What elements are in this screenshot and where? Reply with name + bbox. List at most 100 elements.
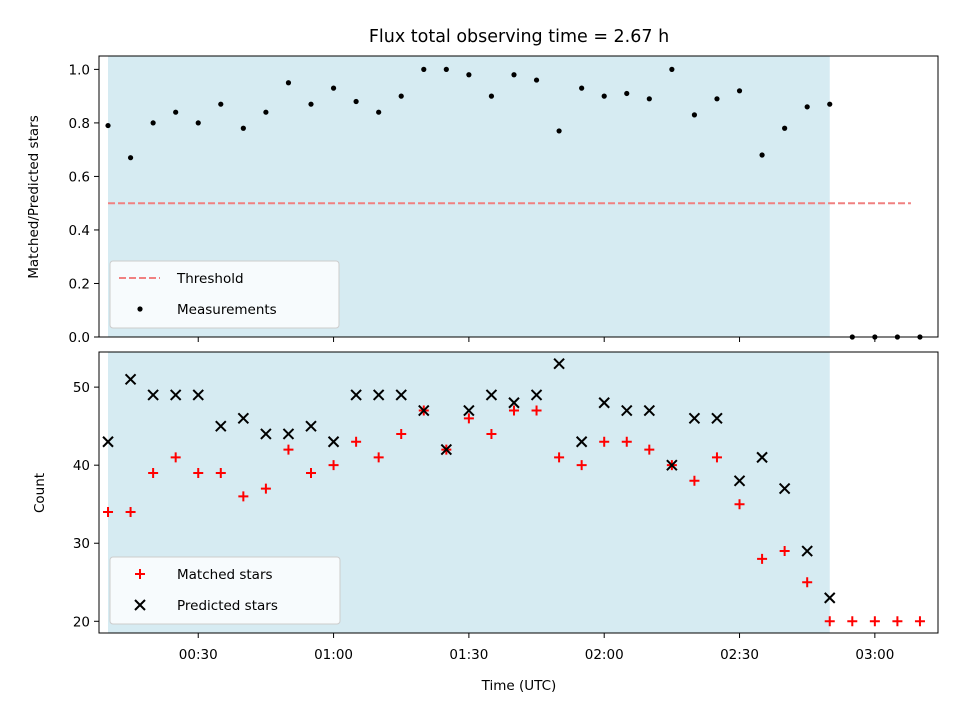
chart-title: Flux total observing time = 2.67 h: [369, 27, 669, 47]
measurement-point: [736, 88, 743, 94]
measurement-point: [804, 104, 810, 110]
measurement-point: [443, 66, 449, 72]
matched-star-point: [283, 444, 294, 455]
measurement-point: [646, 96, 652, 102]
matched-star-point: [621, 436, 632, 447]
x-tick-label: 00:30: [179, 647, 218, 663]
predicted-star-point: [102, 436, 114, 448]
predicted-star-point: [192, 389, 204, 401]
measurement-point: [556, 128, 562, 134]
predicted-star-point: [327, 436, 340, 448]
matched-star-point: [260, 483, 271, 494]
top-y-axis-label: Matched/Predicted stars: [26, 115, 42, 278]
x-tick-label: 01:00: [314, 647, 353, 663]
predicted-star-point: [688, 412, 701, 425]
y-tick-label: 0.2: [69, 276, 90, 292]
matched-star-point: [847, 616, 858, 627]
measurement-point: [240, 125, 246, 131]
matched-star-point: [689, 475, 700, 486]
measurement-point: [127, 155, 134, 161]
predicted-star-point: [598, 397, 610, 409]
axes-frame: [98, 351, 939, 634]
measurement-point: [353, 98, 359, 105]
measurement-point: [263, 109, 269, 115]
measurement-point: [308, 101, 314, 107]
measurement-point: [376, 109, 382, 115]
matched-star-point: [170, 452, 181, 463]
measurement-point: [511, 72, 517, 78]
predicted-star-point: [282, 428, 295, 440]
measurement-point: [714, 96, 720, 102]
predicted-star-point: [169, 389, 182, 401]
y-tick-label: 0.4: [69, 223, 90, 239]
matched-star-point: [531, 405, 542, 416]
predicted-star-point: [733, 475, 746, 487]
matched-star-point: [373, 452, 384, 463]
measurement-point: [782, 125, 788, 131]
y-tick-label: 40: [73, 458, 90, 474]
predicted-star-point: [260, 428, 272, 440]
measurement-point: [827, 101, 833, 107]
measurement-point: [421, 66, 427, 72]
matched-star-point: [576, 460, 587, 471]
matched-star-point: [757, 553, 768, 564]
legend-label: Predicted stars: [177, 598, 278, 614]
x-tick-label: 03:00: [855, 647, 894, 663]
predicted-star-point: [124, 373, 137, 386]
matched-star-point: [351, 436, 362, 447]
measurement-point: [691, 112, 698, 118]
matched-star-point: [711, 452, 722, 463]
matched-star-point: [486, 428, 497, 439]
predicted-star-point: [756, 451, 768, 464]
predicted-star-point: [508, 397, 520, 409]
measurement-point: [624, 90, 630, 97]
legend-box: [109, 556, 341, 625]
legend: Matched stars Predicted stars: [109, 556, 341, 625]
legend: Threshold Measurements: [109, 260, 340, 329]
measurement-point: [601, 93, 607, 99]
matched-star-point: [396, 428, 407, 439]
predicted-star-point: [237, 412, 250, 425]
measurement-point: [195, 120, 201, 126]
matched-star-point: [125, 507, 136, 518]
measurement-point: [533, 77, 540, 83]
measurement-point: [173, 109, 179, 115]
predicted-star-point: [711, 412, 723, 425]
legend-label: Matched stars: [177, 567, 273, 583]
matched-star-point: [148, 467, 159, 478]
predicted-star-point: [553, 358, 565, 370]
measurement-point: [759, 152, 765, 158]
x-tick-label: 02:00: [585, 647, 624, 663]
x-tick-label: 02:30: [720, 647, 759, 663]
matched-star-point: [824, 616, 835, 627]
measurement-point: [330, 85, 337, 91]
legend-box: [109, 260, 340, 329]
bottom-y-axis-label: Count: [32, 473, 48, 513]
predicted-star-point: [418, 404, 430, 417]
matched-star-point: [892, 616, 903, 627]
matched-star-point: [869, 616, 880, 627]
measurement-point: [285, 80, 292, 86]
y-tick-label: 1.0: [69, 62, 90, 78]
legend-predicted-swatch: [134, 599, 146, 611]
predicted-star-point: [643, 404, 656, 417]
predicted-star-point: [801, 545, 813, 557]
bottom-axes: 20 30 40 50 00:30 01:00 01:30 02:00 02:30 03:00 Ma…: [73, 351, 939, 663]
matched-star-point: [779, 546, 790, 557]
predicted-star-point: [463, 404, 475, 417]
predicted-star-point: [621, 404, 633, 417]
y-tick-label: 0.6: [69, 169, 90, 185]
predicted-star-point: [666, 459, 678, 471]
measurement-point: [669, 66, 675, 72]
measurement-point: [105, 122, 111, 129]
matched-star-point: [914, 616, 925, 627]
matched-star-point: [508, 405, 519, 416]
predicted-star-point: [147, 389, 159, 401]
predicted-star-point: [215, 420, 227, 432]
predicted-star-point: [485, 389, 498, 401]
predicted-star-point: [530, 389, 543, 401]
legend-matched-swatch: [135, 569, 145, 579]
legend-label: Measurements: [177, 302, 277, 318]
matched-star-point: [238, 491, 249, 502]
